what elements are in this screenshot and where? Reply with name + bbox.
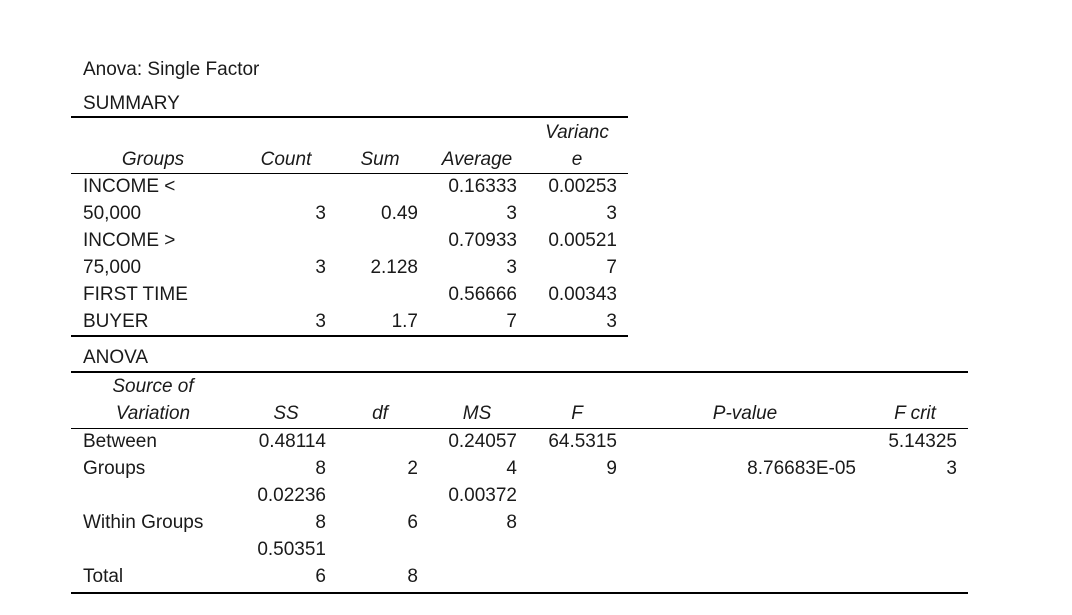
- anova-title: Anova: Single Factor: [83, 59, 260, 80]
- summary-sum-cell: 1.7: [391, 311, 418, 332]
- anova-ss-cell: 8: [315, 458, 326, 479]
- summary-variance-cell: 0.00343: [548, 284, 617, 305]
- header-df: df: [372, 403, 388, 424]
- summary-variance-cell: 0.00521: [548, 230, 617, 251]
- header-source-2: Variation: [115, 403, 191, 424]
- anova-ss-cell: 0.48114: [258, 431, 326, 452]
- anova-ms-cell: 4: [506, 458, 517, 479]
- anova-label: ANOVA: [83, 347, 149, 368]
- summary-count-cell: 3: [315, 311, 326, 332]
- summary-average-cell: 0.16333: [448, 176, 517, 197]
- anova-bottom-rule: [71, 592, 968, 594]
- summary-bottom-rule: [71, 335, 628, 337]
- anova-header-rule: [71, 428, 968, 429]
- anova-source-cell: Groups: [83, 458, 146, 479]
- anova-f-cell: 9: [606, 458, 617, 479]
- anova-ms-cell: 8: [506, 512, 517, 533]
- anova-source-cell: Total: [83, 566, 124, 587]
- summary-top-rule: [71, 116, 628, 118]
- header-f-crit: F crit: [894, 403, 936, 424]
- header-sum: Sum: [360, 149, 400, 170]
- anova-top-rule: [71, 371, 968, 373]
- summary-group-cell: INCOME <: [83, 176, 176, 197]
- summary-sum-cell: 2.128: [370, 257, 418, 278]
- summary-header-rule: [71, 173, 628, 174]
- summary-average-cell: 7: [506, 311, 517, 332]
- summary-average-cell: 3: [506, 203, 517, 224]
- anova-f-crit-cell: 5.14325: [888, 431, 957, 452]
- header-variance-1: Varianc: [545, 122, 609, 143]
- summary-group-cell: BUYER: [83, 311, 149, 332]
- anova-df-cell: 2: [407, 458, 418, 479]
- summary-average-cell: 0.56666: [448, 284, 517, 305]
- anova-ss-cell: 6: [315, 566, 326, 587]
- header-ss: SS: [273, 403, 299, 424]
- summary-group-cell: FIRST TIME: [83, 284, 188, 305]
- anova-df-cell: 6: [407, 512, 418, 533]
- summary-group-cell: 75,000: [83, 257, 142, 278]
- header-ms: MS: [462, 403, 492, 424]
- anova-ms-cell: 0.00372: [448, 485, 517, 506]
- header-p-value: P-value: [712, 403, 778, 424]
- header-average: Average: [441, 149, 513, 170]
- anova-p-value-cell: 8.76683E-05: [747, 458, 856, 479]
- anova-ss-cell: 0.02236: [257, 485, 326, 506]
- anova-f-crit-cell: 3: [946, 458, 957, 479]
- summary-variance-cell: 0.00253: [548, 176, 617, 197]
- header-count: Count: [260, 149, 312, 170]
- anova-ms-cell: 0.24057: [448, 431, 517, 452]
- anova-f-cell: 64.5315: [548, 431, 617, 452]
- summary-variance-cell: 3: [606, 311, 617, 332]
- header-variance-2: e: [571, 149, 583, 170]
- header-groups: Groups: [121, 149, 185, 170]
- summary-count-cell: 3: [315, 203, 326, 224]
- summary-label: SUMMARY: [83, 93, 180, 114]
- summary-average-cell: 0.70933: [448, 230, 517, 251]
- header-source-1: Source of: [112, 376, 194, 397]
- summary-variance-cell: 7: [606, 257, 617, 278]
- summary-group-cell: 50,000: [83, 203, 142, 224]
- anova-df-cell: 8: [407, 566, 418, 587]
- anova-source-cell: Within Groups: [83, 512, 204, 533]
- summary-variance-cell: 3: [606, 203, 617, 224]
- anova-source-cell: Between: [83, 431, 157, 452]
- header-f: F: [571, 403, 583, 424]
- summary-group-cell: INCOME >: [83, 230, 176, 251]
- summary-count-cell: 3: [315, 257, 326, 278]
- summary-sum-cell: 0.49: [381, 203, 418, 224]
- anova-ss-cell: 8: [315, 512, 326, 533]
- anova-ss-cell: 0.50351: [257, 539, 326, 560]
- summary-average-cell: 3: [506, 257, 517, 278]
